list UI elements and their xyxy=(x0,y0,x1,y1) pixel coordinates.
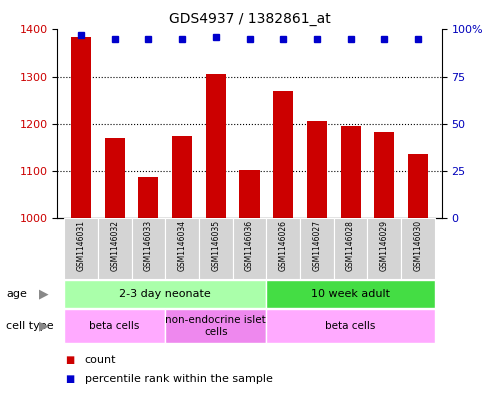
Text: ▶: ▶ xyxy=(39,320,49,333)
Bar xyxy=(98,218,132,279)
Bar xyxy=(64,280,266,308)
Text: GSM1146032: GSM1146032 xyxy=(110,220,119,271)
Text: ■: ■ xyxy=(65,354,74,365)
Text: ▶: ▶ xyxy=(39,287,49,300)
Text: GSM1146026: GSM1146026 xyxy=(279,220,288,271)
Text: count: count xyxy=(85,354,116,365)
Text: GSM1146033: GSM1146033 xyxy=(144,220,153,271)
Bar xyxy=(132,218,165,279)
Bar xyxy=(408,154,428,218)
Text: GDS4937 / 1382861_at: GDS4937 / 1382861_at xyxy=(169,12,330,26)
Bar xyxy=(340,126,361,218)
Bar xyxy=(165,218,199,279)
Bar xyxy=(64,309,165,343)
Bar xyxy=(64,218,98,279)
Bar xyxy=(266,218,300,279)
Text: GSM1146028: GSM1146028 xyxy=(346,220,355,271)
Bar xyxy=(105,138,125,218)
Bar xyxy=(401,218,435,279)
Bar xyxy=(307,121,327,218)
Text: ■: ■ xyxy=(65,374,74,384)
Bar xyxy=(206,74,226,218)
Text: percentile rank within the sample: percentile rank within the sample xyxy=(85,374,273,384)
Text: age: age xyxy=(6,289,27,299)
Text: 2-3 day neonate: 2-3 day neonate xyxy=(119,289,211,299)
Text: GSM1146027: GSM1146027 xyxy=(312,220,321,271)
Bar xyxy=(266,309,435,343)
Bar xyxy=(240,170,259,218)
Bar xyxy=(165,309,266,343)
Bar xyxy=(273,91,293,218)
Bar xyxy=(334,218,367,279)
Text: GSM1146034: GSM1146034 xyxy=(178,220,187,271)
Bar xyxy=(71,37,91,218)
Bar xyxy=(233,218,266,279)
Bar xyxy=(199,218,233,279)
Bar xyxy=(172,136,192,218)
Text: GSM1146031: GSM1146031 xyxy=(76,220,85,271)
Text: GSM1146035: GSM1146035 xyxy=(211,220,220,271)
Bar xyxy=(367,218,401,279)
Bar xyxy=(374,132,394,218)
Bar xyxy=(300,218,334,279)
Bar xyxy=(266,280,435,308)
Bar xyxy=(138,177,159,218)
Text: GSM1146036: GSM1146036 xyxy=(245,220,254,271)
Text: beta cells: beta cells xyxy=(89,321,140,331)
Text: non-endocrine islet
cells: non-endocrine islet cells xyxy=(166,316,266,337)
Text: GSM1146030: GSM1146030 xyxy=(414,220,423,271)
Text: cell type: cell type xyxy=(6,321,54,331)
Text: 10 week adult: 10 week adult xyxy=(311,289,390,299)
Text: beta cells: beta cells xyxy=(325,321,376,331)
Text: GSM1146029: GSM1146029 xyxy=(380,220,389,271)
